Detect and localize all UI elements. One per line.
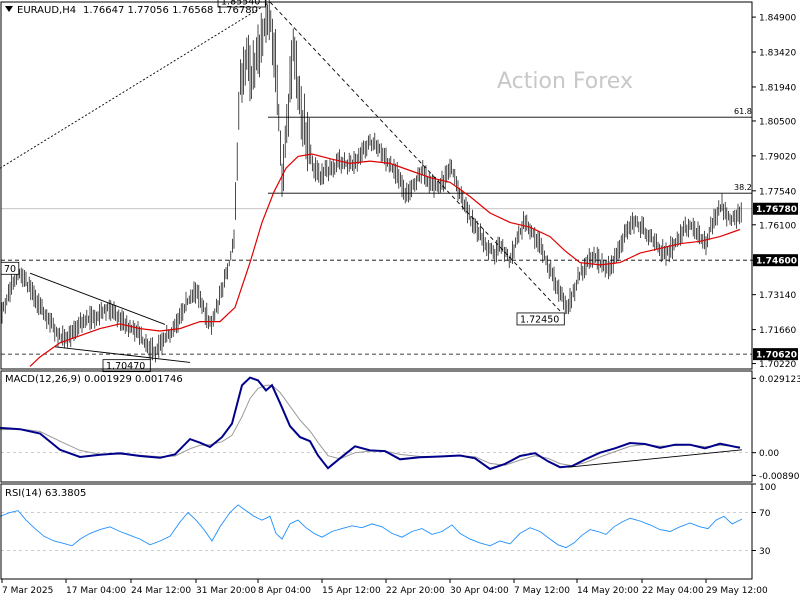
fib-level-label: 38.2	[734, 183, 752, 192]
time-tick-label: 8 Apr 04:00	[258, 586, 311, 596]
price-annotation-box	[516, 312, 565, 326]
macd-main-line	[0, 376, 741, 471]
price-tick-label: 1.80500	[759, 117, 796, 127]
time-tick-label: 31 Mar 20:00	[196, 586, 256, 596]
time-tick-label: 29 May 12:00	[706, 586, 768, 596]
time-tick-label: 15 Apr 12:00	[322, 586, 381, 596]
macd-axis: 0.029123 0.00 -0.008901	[752, 375, 800, 482]
panel-frame-2	[0, 370, 753, 483]
rsi-series	[0, 504, 743, 549]
time-tick-label: 22 Apr 20:00	[386, 586, 445, 596]
trendlines	[0, 1, 561, 363]
time-tick-label: 22 May 04:00	[642, 586, 704, 596]
rsi-gridlines	[1, 512, 752, 551]
price-annotation-box	[217, 0, 266, 8]
price-annotation-label: 70	[4, 264, 16, 275]
rsi-panel: 100 70 30 RSI(14) 63.3805	[0, 483, 776, 557]
dropdown-triangle-icon[interactable]	[5, 6, 13, 12]
symbol-label: EURAUD,H4	[17, 5, 76, 16]
rsi-axis: 100 70 30	[752, 483, 776, 557]
price-tick-label: 1.79020	[759, 152, 796, 162]
rsi-tick-label: 30	[759, 547, 771, 557]
panel-frames	[0, 1, 753, 580]
macd-series	[0, 376, 743, 471]
time-tick-label: 14 May 20:00	[577, 586, 639, 596]
current-price-label: 1.76780	[756, 205, 797, 215]
macd-tick-label: 0.029123	[759, 375, 800, 385]
current-price-label-box	[753, 202, 798, 215]
price-annotation-label: 1.85540	[221, 0, 260, 8]
trendline-dotted	[0, 1, 271, 169]
time-tick-label: 30 Apr 04:00	[450, 586, 509, 596]
fib-level-label: 61.8	[734, 107, 752, 116]
rsi-tick-label: 70	[759, 509, 771, 519]
price-annotation-label: 1.72450	[520, 314, 559, 325]
price-annotation-label: 1.70470	[106, 361, 145, 372]
price-axis: 1.84900 1.83420 1.81940 1.80500 1.79020 1.775…	[752, 14, 798, 370]
macd-tick-label: -0.008901	[759, 472, 800, 482]
main-panel: Action Forex 61.8 38.2 1.85540 1.72450 1.70…	[0, 0, 798, 372]
macd-tick-label: 0.00	[759, 449, 779, 459]
price-series	[1, 0, 742, 363]
macd-trendline	[567, 449, 743, 468]
time-tick-label: 7 May 12:00	[514, 586, 570, 596]
trendline-solid	[29, 272, 166, 325]
panel-frame-1	[0, 1, 753, 370]
price-tick-label: 1.81940	[759, 83, 796, 93]
level-price-label-box	[753, 348, 798, 361]
chart-header: EURAUD,H4 1.76647 1.77056 1.76568 1.7678…	[5, 5, 258, 16]
price-tick-label: 1.83420	[759, 49, 796, 59]
price-tick-label: 1.77540	[759, 187, 796, 197]
ma-line	[29, 153, 741, 367]
rsi-line	[0, 504, 743, 549]
moving-average	[29, 153, 741, 367]
time-tick-label: 24 Mar 12:00	[131, 586, 191, 596]
panel-frame-3	[0, 483, 753, 580]
trendline-solid	[54, 346, 191, 363]
rsi-title: RSI(14) 63.3805	[5, 488, 86, 499]
time-tick-label: 17 Mar 04:00	[66, 586, 126, 596]
macd-title: MACD(12,26,9) 0.001929 0.001746	[5, 374, 183, 385]
time-axis: 7 Mar 2025 17 Mar 04:00 24 Mar 12:00 31 Mar…	[1, 579, 768, 596]
macd-panel: 0.029123 0.00 -0.008901 MACD(12,26,9) 0.00…	[0, 374, 800, 482]
price-tick-label: 1.76100	[759, 221, 796, 231]
price-tick-label: 1.70220	[759, 360, 796, 370]
watermark-text: Action Forex	[497, 69, 633, 94]
time-tick-label: 7 Mar 2025	[2, 586, 53, 596]
level-price-label: 1.70620	[756, 351, 797, 361]
rsi-tick-label: 100	[759, 483, 776, 493]
ohlc-values: 1.76647 1.77056 1.76568 1.76780	[83, 5, 258, 16]
level-price-label: 1.74600	[756, 257, 797, 267]
level-price-label-box	[753, 254, 798, 267]
price-tick-label: 1.84900	[759, 14, 796, 24]
price-tick-label: 1.73140	[759, 291, 796, 301]
trendline-dashed	[269, 1, 561, 312]
price-tick-label: 1.71660	[759, 326, 796, 336]
horizontal-levels: 61.8 38.2	[1, 107, 752, 355]
